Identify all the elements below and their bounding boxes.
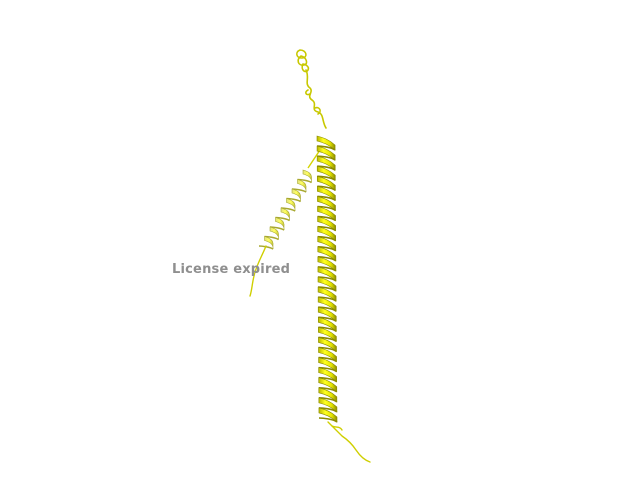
- helix-turn: [318, 357, 337, 373]
- helix-turn: [317, 286, 337, 302]
- n-terminal-loop: [296, 49, 327, 129]
- helix-back: [318, 417, 338, 423]
- helix-turn: [317, 185, 336, 202]
- helix-turn: [317, 266, 337, 282]
- helix-turn: [316, 145, 336, 161]
- helix-turn: [317, 306, 337, 322]
- c-terminal-loop: [327, 421, 371, 463]
- helix-turn: [317, 196, 336, 212]
- helix-turn: [317, 236, 337, 252]
- helix-turn: [317, 216, 336, 232]
- helix-turn: [318, 326, 337, 343]
- helix-turn: [316, 165, 336, 181]
- main-helix: [316, 135, 338, 423]
- helix-turn: [318, 377, 338, 393]
- helix-turn: [318, 397, 338, 413]
- helix-turn: [318, 407, 338, 423]
- license-watermark: License expired: [172, 262, 291, 277]
- helix-turn: [317, 256, 337, 272]
- left-helix: [249, 149, 321, 297]
- helix-turn: [318, 337, 337, 353]
